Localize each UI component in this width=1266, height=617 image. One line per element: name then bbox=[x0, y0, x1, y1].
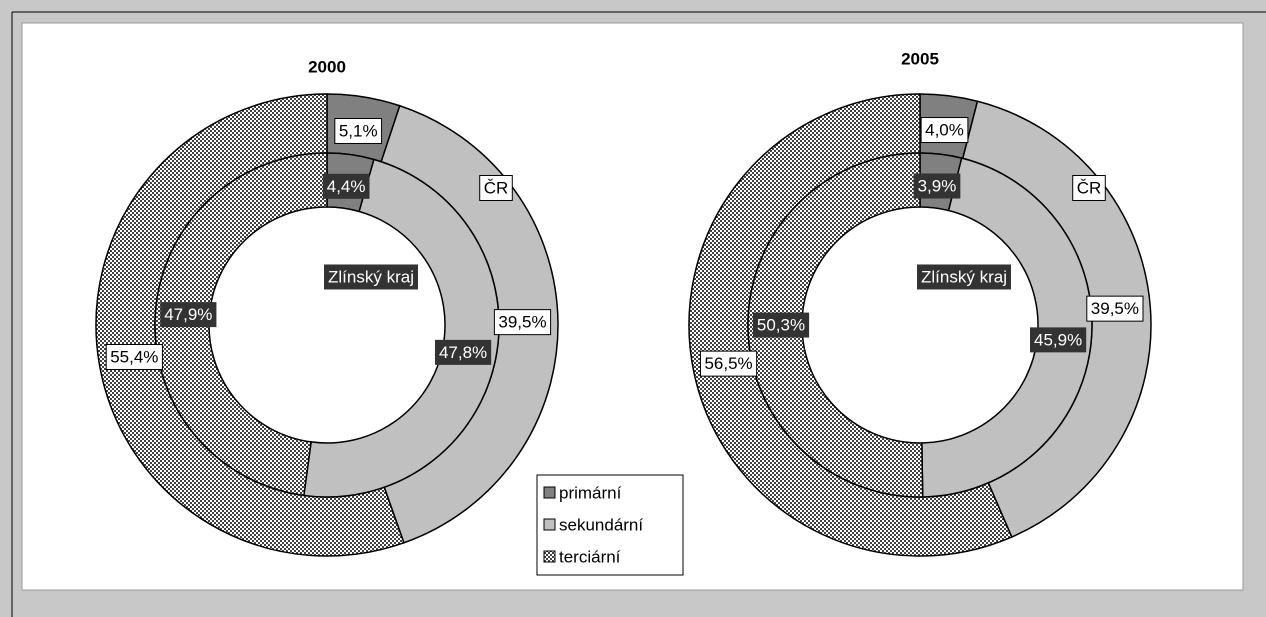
outer-label: 39,5% bbox=[1091, 299, 1139, 318]
outer-label: ČR bbox=[1077, 178, 1102, 197]
label-box bbox=[434, 339, 492, 365]
inner-label: 50,3% bbox=[757, 316, 805, 335]
inner-label: Zlínský kraj bbox=[328, 267, 414, 286]
donut-segment bbox=[303, 158, 500, 498]
inner-label: 45,9% bbox=[1034, 330, 1082, 349]
donut-segment bbox=[154, 152, 328, 497]
label-box bbox=[322, 173, 370, 199]
label-box bbox=[334, 117, 383, 144]
label-box bbox=[913, 173, 961, 199]
donut-segment bbox=[921, 157, 1093, 498]
legend-label: primární bbox=[559, 483, 622, 502]
legend-swatch bbox=[543, 518, 556, 531]
label-box bbox=[479, 174, 513, 201]
inner-label: 4,4% bbox=[327, 177, 366, 196]
outer-label: 56,5% bbox=[704, 354, 752, 373]
legend-swatch bbox=[543, 550, 556, 563]
legend-box bbox=[536, 474, 684, 576]
inner-label: 3,9% bbox=[918, 177, 957, 196]
label-box bbox=[699, 350, 758, 377]
label-box bbox=[752, 312, 810, 338]
outer-label: ČR bbox=[484, 178, 509, 197]
outer-label: 39,5% bbox=[498, 313, 546, 332]
legend-swatch bbox=[543, 486, 556, 499]
label-box bbox=[324, 264, 418, 290]
chart-title: 2000 bbox=[308, 57, 346, 76]
legend-label: terciární bbox=[559, 547, 621, 566]
inner-label: 47,9% bbox=[164, 305, 212, 324]
legend-label: sekundární bbox=[559, 515, 643, 534]
label-box bbox=[917, 264, 1011, 290]
charts: 2000 5,1% 39,5% 55,4% 4,4% 47,8% 47,9% ČR Zlínsk… bbox=[95, 49, 1152, 557]
outer-label: 5,1% bbox=[339, 121, 378, 140]
label-box bbox=[160, 302, 217, 328]
outer-label: 55,4% bbox=[110, 347, 158, 366]
label-box bbox=[1029, 327, 1087, 353]
inner-label: Zlínský kraj bbox=[921, 267, 1007, 286]
inner-label: 47,8% bbox=[439, 343, 487, 362]
label-box bbox=[1086, 295, 1144, 322]
outer-label: 4,0% bbox=[925, 121, 964, 140]
label-box bbox=[493, 309, 552, 336]
label-box bbox=[920, 117, 969, 144]
chart-title: 2005 bbox=[901, 49, 939, 68]
donut-segment bbox=[747, 152, 924, 498]
label-box bbox=[105, 343, 163, 370]
label-box bbox=[1072, 174, 1106, 201]
